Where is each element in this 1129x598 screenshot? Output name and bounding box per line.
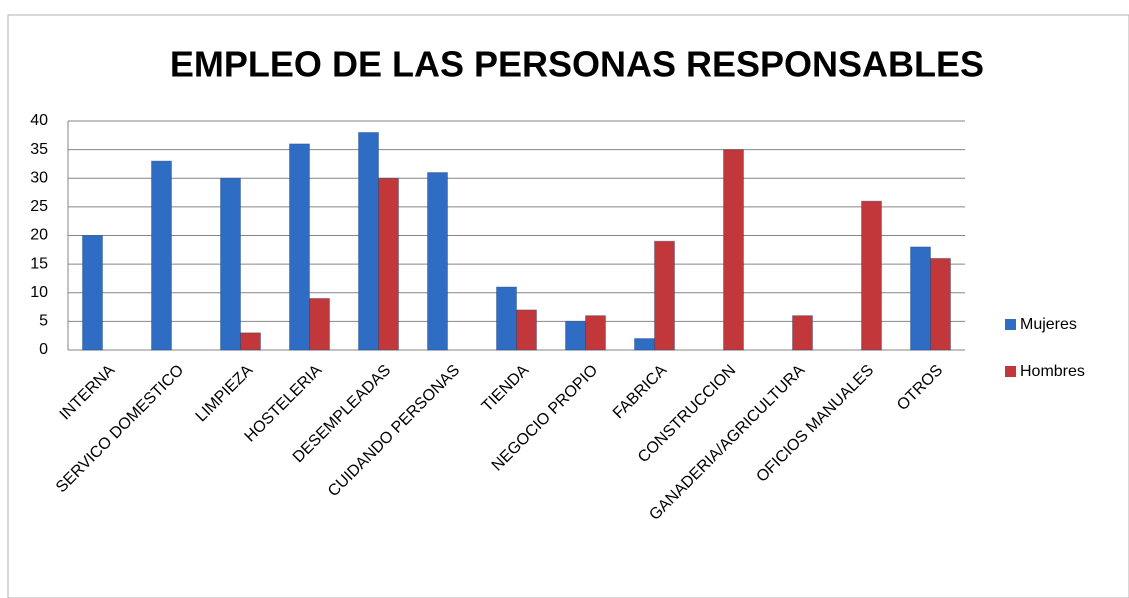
legend-label: Hombres [1020, 363, 1085, 380]
bar [358, 131, 379, 351]
bar [151, 160, 172, 351]
bar [654, 240, 675, 351]
bar [240, 332, 261, 351]
bar [723, 149, 744, 351]
bar [427, 172, 448, 351]
bar [516, 309, 537, 351]
y-tick-label: 35 [30, 141, 48, 158]
bar [220, 177, 241, 351]
bar [930, 257, 951, 351]
y-tick-label: 20 [30, 227, 48, 244]
y-tick-label: 10 [30, 284, 48, 301]
bar [861, 200, 882, 351]
bar [496, 286, 517, 351]
y-tick-label: 25 [30, 198, 48, 215]
bar [82, 235, 103, 351]
chart-frame [7, 14, 1129, 598]
y-tick-label: 5 [39, 313, 48, 330]
legend-swatch [1005, 366, 1016, 377]
bar [378, 177, 399, 351]
y-tick-label: 30 [30, 169, 48, 186]
y-tick-label: 15 [30, 255, 48, 272]
bar [910, 246, 931, 351]
bar [565, 320, 586, 351]
bar [289, 143, 310, 351]
y-tick-label: 40 [30, 112, 48, 129]
y-tick-label: 0 [39, 341, 48, 358]
chart-title: EMPLEO DE LAS PERSONAS RESPONSABLES [170, 44, 984, 85]
legend-swatch [1005, 319, 1016, 330]
bar [792, 315, 813, 351]
bar [585, 315, 606, 351]
bar [634, 338, 655, 351]
legend-label: Mujeres [1020, 316, 1077, 333]
bar [309, 297, 330, 351]
